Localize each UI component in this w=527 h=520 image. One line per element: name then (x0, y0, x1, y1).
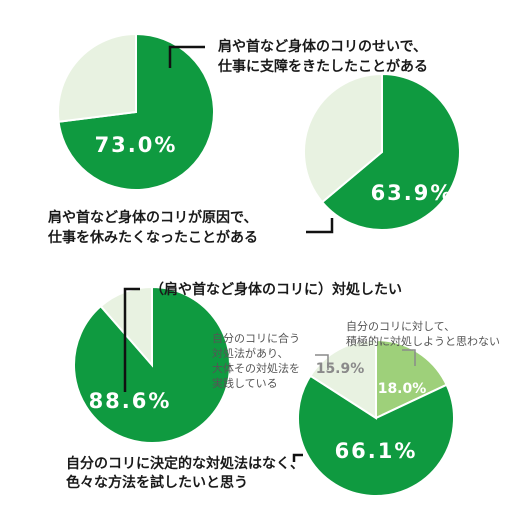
pie-3-value-label: 88.6% (89, 389, 172, 413)
pie-1-caption-line-1: 肩や首など身体のコリのせいで、 (218, 38, 427, 55)
pie-4-slice-1-caption-line-1: 自分のコリに対して、 (346, 319, 455, 333)
pie-1-value-label: 73.0% (95, 133, 178, 157)
pie-4-slice-2-value-label: 66.1% (335, 439, 418, 463)
pie-4 (297, 338, 455, 497)
pie-4-slice-2-caption-line-1: 自分のコリに決定的な対処法はなく、 (66, 455, 304, 472)
pie-4-slice-3-leader (315, 354, 329, 370)
pie-4-slice-3 (309, 338, 377, 420)
pie-4-slice-3-value-label: 15.9% (316, 361, 365, 377)
pie-4-slice-2-leader (292, 453, 303, 462)
pie-2 (303, 72, 461, 231)
pie-2-leader-line (306, 218, 334, 234)
pie-1-caption-line-2: 仕事に支障をきたしたことがある (217, 58, 428, 75)
pie-4-slice-1-value-label: 18.0% (378, 381, 427, 397)
pie-2-caption-line-2: 仕事を休みたくなったことがある (47, 229, 258, 246)
pie-4-slice-1 (375, 338, 448, 420)
pie-4-slice-3-caption-line-3: 大体その対処法を (212, 361, 300, 375)
pie-4-slice-1-leader (402, 349, 416, 366)
pie-1 (57, 32, 215, 191)
pie-3-caption-line-1: （肩や首など身体のコリに）対処したい (150, 281, 402, 298)
pie-1-leader-line (168, 45, 205, 68)
pie-4-slice-1-caption-line-2: 積極的に対処しようと思わない (346, 334, 500, 348)
pie-3-leader-line (123, 287, 140, 392)
pie-4-slice-3-caption-line-4: 実践している (212, 376, 278, 390)
pie-1-slice-2 (57, 32, 137, 123)
pie-4-slice-3-caption-line-2: 対処法があり、 (212, 346, 289, 360)
pie-3 (73, 285, 231, 444)
pie-2-slice-2 (303, 72, 383, 204)
pie-4-slice-2 (297, 374, 455, 497)
pie-2-slice-1 (320, 72, 461, 231)
pie-4-slice-2-caption-line-2: 色々な方法を試したいと思う (66, 474, 248, 491)
pie-2-value-label: 63.9% (371, 181, 454, 205)
pie-2-caption-line-1: 肩や首など身体のコリが原因で、 (48, 209, 257, 226)
pie-4-slice-3-caption-line-1: 自分のコリに合う (212, 331, 300, 345)
